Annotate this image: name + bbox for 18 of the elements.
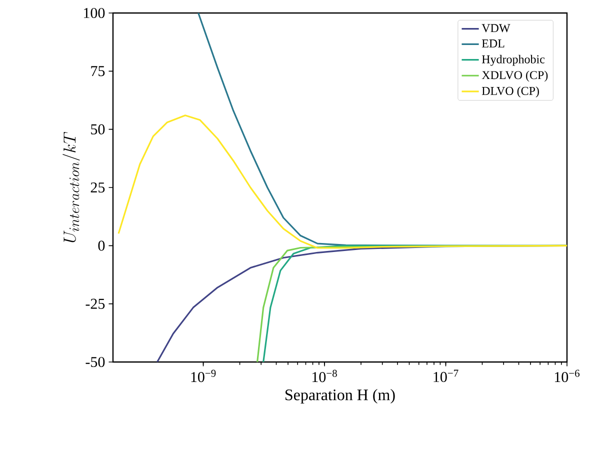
legend-label: XDLVO (CP) (482, 70, 548, 82)
legend-label: EDL (482, 40, 504, 48)
x-axis-title: Separation H (m) (286, 389, 395, 404)
y-tick-label: 0 (98, 240, 105, 251)
legend-label: DLVO (CP) (482, 86, 539, 98)
x-tick-label: 10$^{−8}$ (312, 370, 337, 382)
y-tick-label: -50 (86, 356, 105, 368)
y-tick-label: 50 (91, 124, 105, 134)
y-axis-title: $U_{interaction}/kT$ (62, 132, 80, 242)
x-tick-label: 10$^{−9}$ (191, 370, 216, 382)
y-tick-label: 25 (90, 182, 105, 193)
legend-label: VDW (482, 24, 510, 32)
x-tick-label: 10$^{−7}$ (434, 370, 458, 382)
y-tick-label: -25 (86, 298, 105, 309)
x-tick-label: 10$^{−6}$ (554, 370, 580, 382)
y-tick-label: 75 (91, 66, 105, 76)
y-tick-label: 100 (84, 8, 105, 18)
legend-label: Hydrophobic (482, 54, 545, 66)
